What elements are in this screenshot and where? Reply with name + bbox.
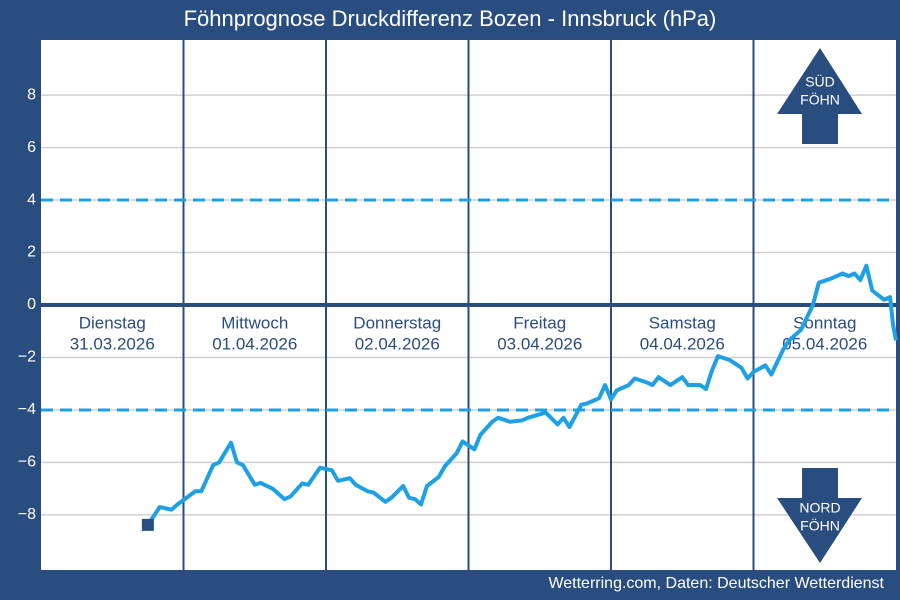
y-tick-label: −4 [18,401,36,418]
y-tick-label: 8 [27,86,36,103]
y-tick-label: −2 [18,349,36,366]
y-tick-label: 2 [27,244,36,261]
day-date: 03.04.2026 [497,334,582,353]
y-tick-label: 0 [27,296,36,313]
arrow-up [777,48,862,144]
day-name: Dienstag [79,313,146,332]
day-name: Donnerstag [353,313,441,332]
start-marker [141,518,154,531]
day-date: 02.04.2026 [355,334,440,353]
source: Wetterring.com, Daten: Deutscher Wetterd… [548,575,884,592]
day-date: 05.04.2026 [782,334,867,353]
annotation: FÖHN [800,91,840,108]
day-date: 04.04.2026 [640,334,725,353]
annotation: NORD [799,500,840,516]
arrows [777,48,862,563]
y-tick-label: 6 [27,139,36,156]
annotation: SÜD [805,73,835,90]
y-tick-label: 4 [27,191,36,208]
chart-title: Föhnprognose Druckdifferenz Bozen - Inns… [184,6,717,31]
y-tick-label: −6 [18,454,36,471]
day-name: Sonntag [793,313,856,332]
annotation: FÖHN [800,517,840,534]
day-name: Samstag [649,313,716,332]
arrow-down [777,468,862,563]
day-date: 01.04.2026 [212,334,297,353]
day-name: Freitag [513,313,566,332]
day-date: 31.03.2026 [70,334,155,353]
data-line [146,263,898,526]
y-tick-label: −8 [18,506,36,523]
day-name: Mittwoch [221,313,288,332]
